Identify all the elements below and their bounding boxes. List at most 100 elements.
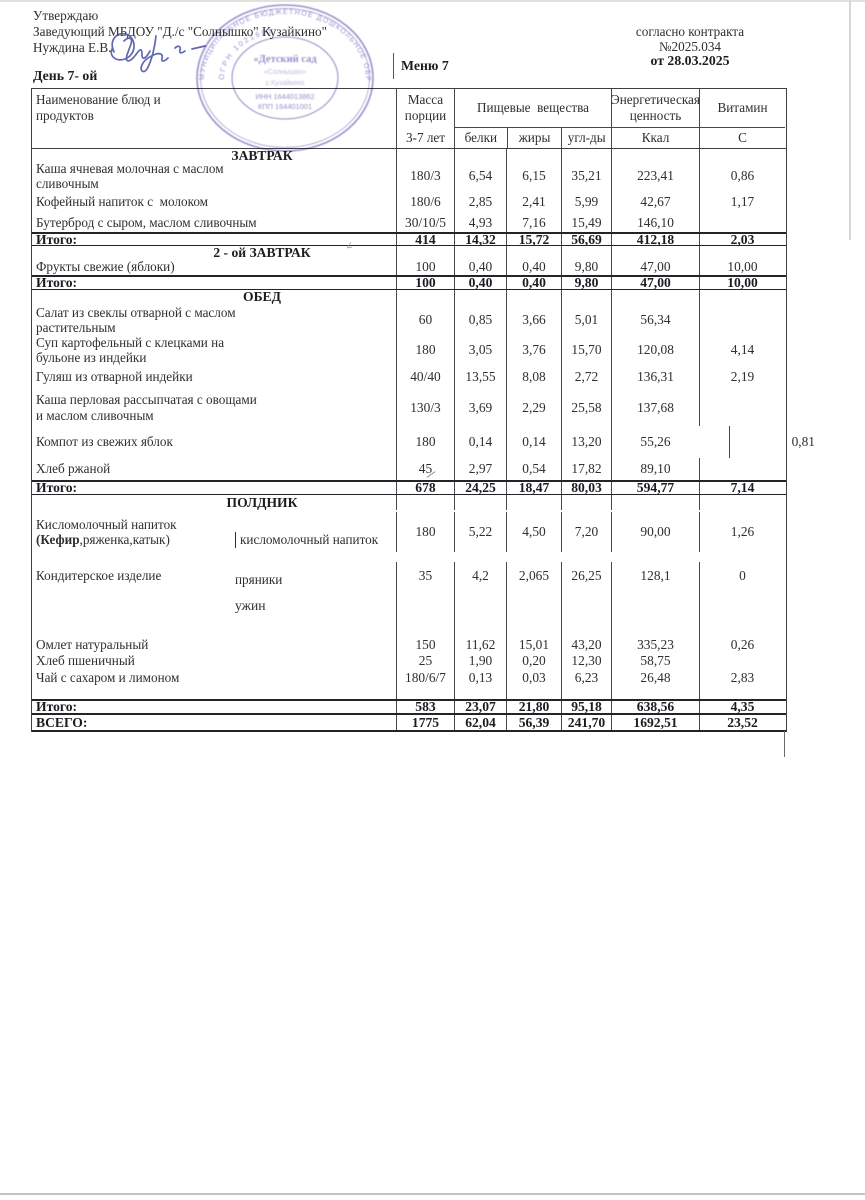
table-row: Гуляш из отварной индейки 40/40 13,55 8,08 2… [32,364,786,389]
cell-mass: 180/6 [396,190,454,214]
section-header-row: ПОЛДНИК [32,495,786,510]
col-group-vitamin: Витамин С [699,89,785,148]
cell-protein: 4,93 [454,214,506,232]
dish-name: Хлеб ржаной [36,461,111,477]
col-header-fat: жиры [506,128,562,148]
cell-fat: 0,54 [506,458,561,480]
contract-line-3: от 28.03.2025 [650,53,730,68]
grand-total-row: ВСЕГО: 1775 62,04 56,39 241,70 1692,51 23,52 [32,714,786,732]
table-row: Бутерброд с сыром, маслом сливочным 30/10… [32,214,786,232]
total-label: Итого: [36,231,78,247]
cell-mass: 180/6/7 [396,669,454,686]
cell-protein: 4,2 [454,562,506,590]
cell-mass: 45 [396,458,454,480]
cell-mass: 35 [396,562,454,590]
col-header-carbs: угл-ды [561,128,611,148]
cell-vitamin: 0 [699,562,785,590]
cell-fat: 2,41 [506,190,561,214]
stamp-center-line3: с.Кузайкино [266,79,305,87]
cell-kcal: 594,77 [611,480,699,495]
cell-dish-name: Салат из свеклы отварной с маслом растит… [32,304,396,336]
cell-dish-name: Чай с сахаром и лимоном [32,669,396,686]
table-row: Каша перловая рассыпчатая с овощами и ма… [32,389,786,426]
cell-carbs: 5,99 [561,190,611,214]
cell-carbs: 80,03 [561,480,611,495]
cell-section-title: ОБЕД [32,289,396,304]
cell-vitamin: 4,14 [699,336,785,364]
cell-protein: 24,25 [454,480,506,495]
cell-carbs: 17,82 [561,458,611,480]
col-header-protein: белки [464,130,498,146]
cell-mass: 150 [396,636,454,653]
cell-mass: 583 [396,699,454,714]
cell-dish-name: Кофейный напиток с молоком [32,190,396,214]
cell-vitamin [699,653,785,669]
cell-fat: 4,50 [506,512,561,552]
cell-carbs: 56,69 [561,232,611,247]
col-group-energy: Энергетическая ценность Ккал [611,89,700,148]
cell-carbs: 9,80 [561,275,611,290]
scan-edge-right [849,0,851,240]
cell-carbs: 5,01 [561,304,611,336]
cell-protein: 62,04 [454,715,506,730]
stamp-center-line1: «Детский сад [253,54,317,65]
cell-protein: 2,97 [454,458,506,480]
section-title: ПОЛДНИК [226,494,298,510]
cell-section-title: ПОЛДНИК [32,495,396,510]
cell-vitamin: 2,03 [699,232,785,247]
col-header-mass: Масса порции 3-7 лет [396,89,454,148]
cell-kcal: 47,00 [611,259,699,275]
cell-kcal: 146,10 [611,214,699,232]
contract-line-2: №2025.034 [658,39,722,54]
cell-kcal: 26,48 [611,669,699,686]
cell-protein: 11,62 [454,636,506,653]
cell-mass: 180 [396,426,454,458]
scan-artifact-mark: ∠ [344,240,355,253]
table-row: Хлеб пшеничный 25 1,90 0,20 12,30 58,75 [32,653,786,669]
dish-name: Салат из свеклы отварной с маслом растит… [36,304,236,336]
day-label: День 7- ой [33,68,98,83]
cell-carbs: 241,70 [561,715,611,730]
cell-total-label: Итого: [32,699,396,714]
dish-name: Суп картофельный с клецками на бульоне и… [36,334,225,366]
cell-vitamin [699,214,785,232]
cell-kcal: 120,08 [611,336,699,364]
dish-name-variant: пряники [235,572,283,587]
cell-kcal: 136,31 [611,364,699,389]
dish-name: Кисломолочный напиток (Кефир,ряженка,каты… [36,517,177,548]
cell-fat: 0,40 [506,259,561,275]
dish-name: Хлеб пшеничный [36,653,135,669]
cell-carbs: 2,72 [561,364,611,389]
col-header-vitamin-c: С [738,130,747,146]
cell-kcal: 47,00 [611,275,699,290]
cell-carbs: 9,80 [561,259,611,275]
person-name: Нуждина Е.В. [33,40,112,55]
cell-total-label: Итого: [32,231,396,247]
cell-dish-name: Хлеб ржаной [32,458,396,480]
cell-fat: 6,15 [506,162,561,190]
table-row: Кондитерское изделие пряники 35 4,2 2,065 26,… [32,552,786,590]
cell-section-title: 2 - ой ЗАВТРАК [32,245,396,260]
cell-protein: 5,22 [454,512,506,552]
section-header-row: 2 - ой ЗАВТРАК [32,245,786,260]
table-row: Суп картофельный с клецками на бульоне и… [32,334,786,366]
cell-carbs: 26,25 [561,562,611,590]
cell-kcal: 223,41 [611,162,699,190]
section-header-row: ужин [32,598,786,614]
cell-fat: 8,08 [506,364,561,389]
section-title: ужин [235,598,266,613]
cell-mass: 1775 [396,715,454,730]
col-header-name: Наименование блюд и продуктов [36,92,161,123]
cell-dish-name: Омлет натуральный [32,636,396,653]
cell-mass: 180 [396,336,454,364]
cell-vitamin [699,389,785,426]
dish-name-bold-part: (Кефир [36,532,80,547]
table-row: Чай с сахаром и лимоном 180/6/7 0,13 0,03 6,… [32,669,786,686]
col-header-nutrients: Пищевые вещества [455,89,611,129]
cell-carbs: 7,20 [561,512,611,552]
cell-kcal: 58,75 [611,653,699,669]
dish-name: Омлет натуральный [36,636,149,652]
signature-mark [110,32,206,73]
total-label: Итого: [36,699,78,714]
table-row: Компот из свежих яблок 180 0,14 0,14 13,20 55… [32,426,815,458]
